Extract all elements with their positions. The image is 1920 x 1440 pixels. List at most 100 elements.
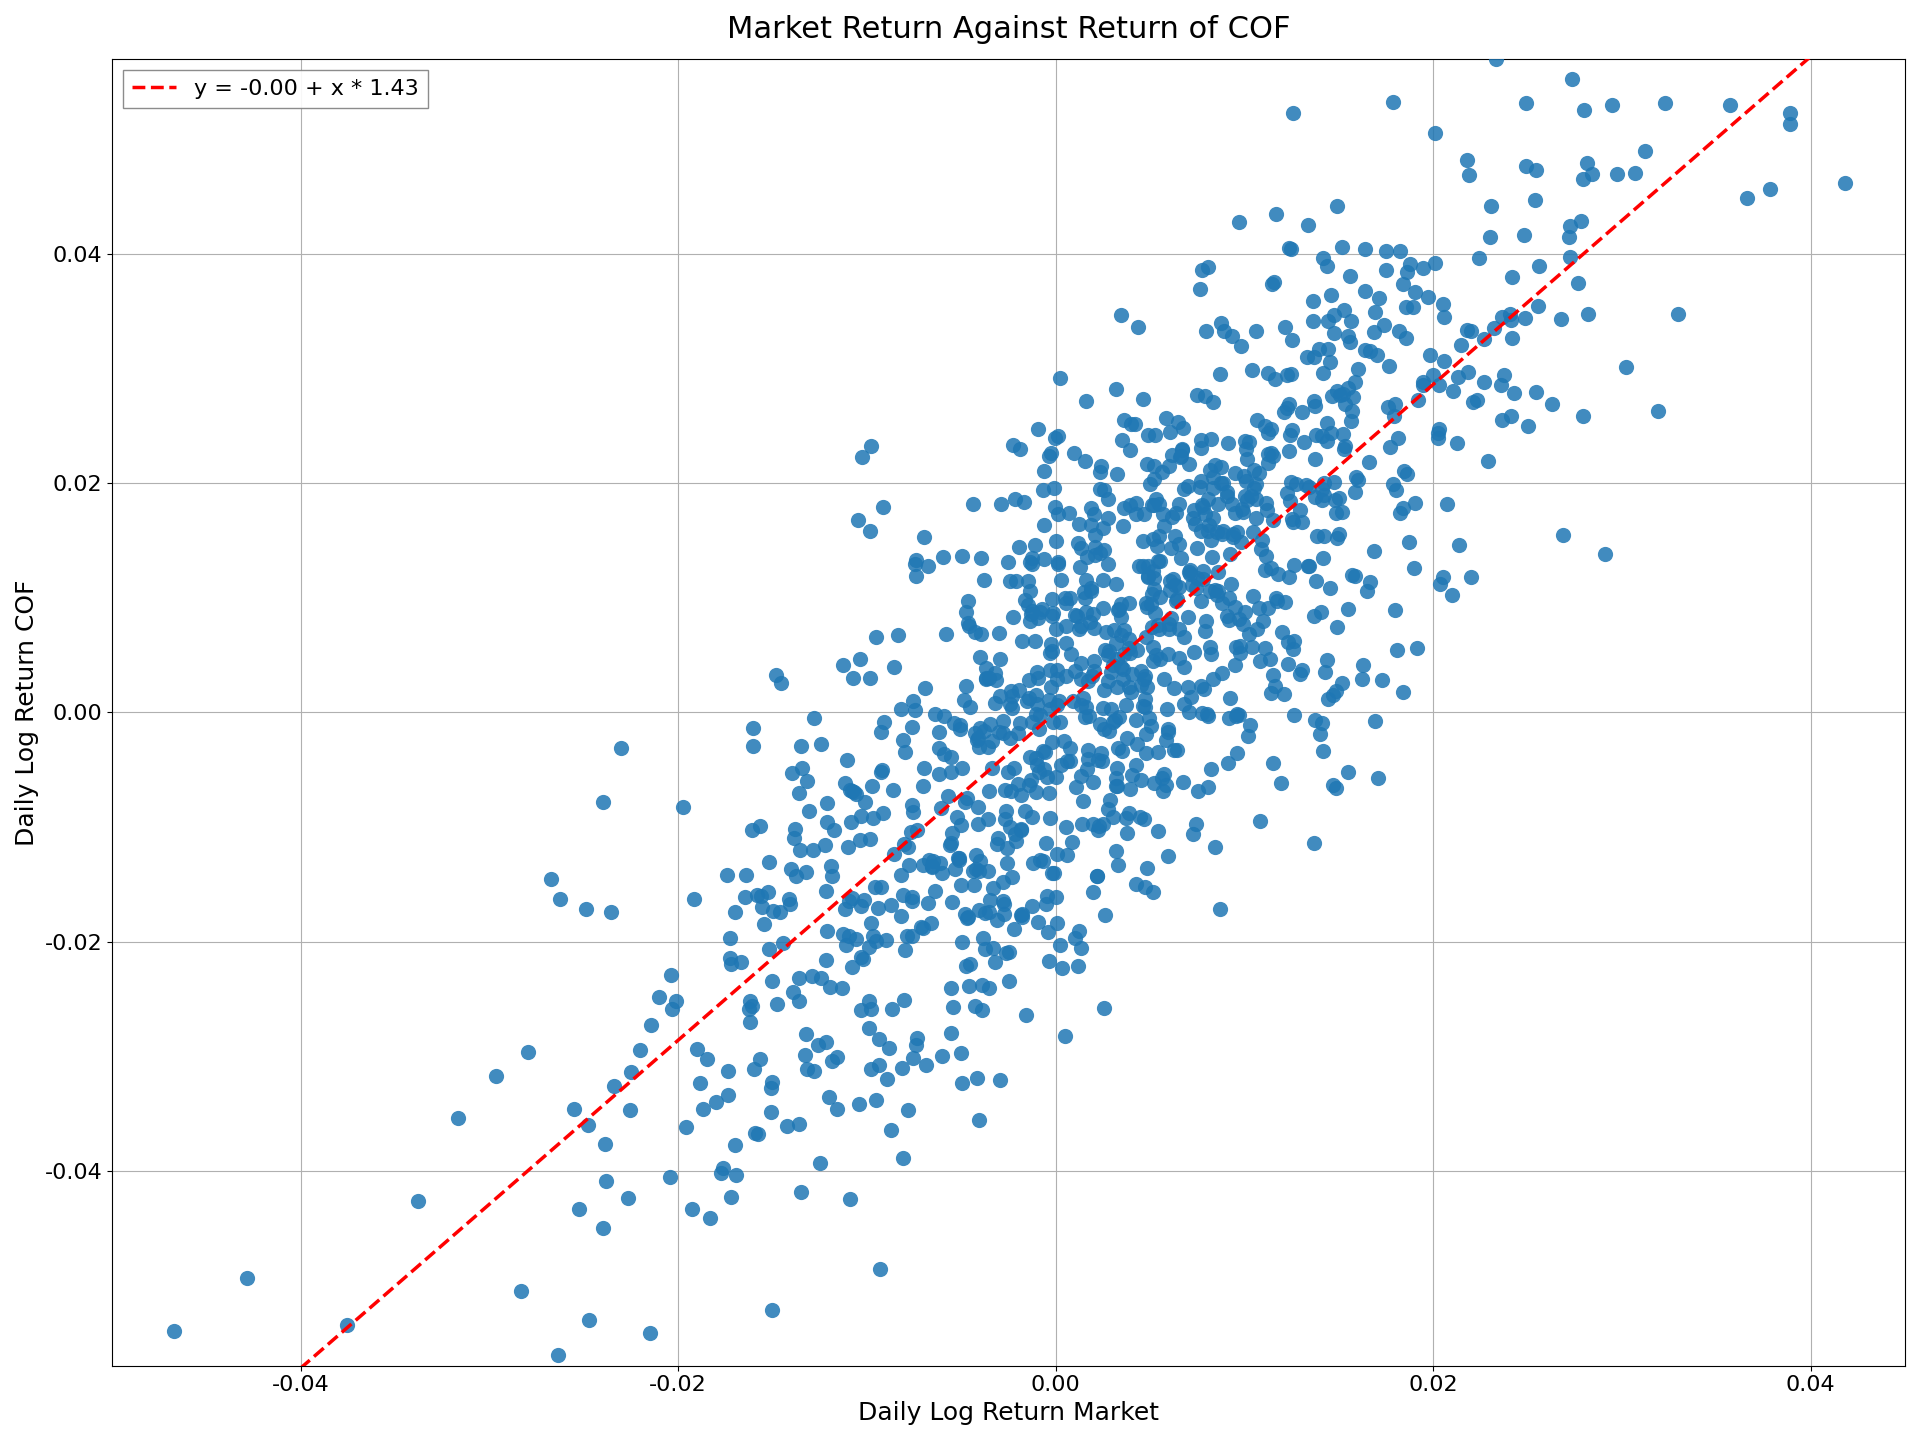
Point xyxy=(1129,503,1160,526)
Point xyxy=(1014,687,1044,710)
Point xyxy=(472,1436,503,1440)
Point xyxy=(1190,703,1221,726)
Point xyxy=(987,870,1018,893)
Point xyxy=(1187,701,1217,724)
Point xyxy=(1181,383,1212,406)
Point xyxy=(1175,563,1206,586)
Point xyxy=(868,801,899,824)
Point xyxy=(864,1257,895,1280)
Point xyxy=(739,1057,770,1080)
Point xyxy=(902,1027,933,1050)
Point xyxy=(968,720,998,743)
Point xyxy=(1033,688,1064,711)
Point xyxy=(1133,596,1164,619)
Point xyxy=(1423,418,1453,441)
Point xyxy=(1334,331,1365,354)
Point xyxy=(1131,592,1162,615)
Point xyxy=(1075,579,1106,602)
Point xyxy=(981,832,1012,855)
Point xyxy=(828,654,858,677)
Point xyxy=(755,851,785,874)
Point xyxy=(1392,261,1423,284)
Point xyxy=(1327,423,1357,446)
Point xyxy=(1041,668,1071,691)
Point xyxy=(1325,523,1356,546)
Point xyxy=(1066,615,1096,638)
Point xyxy=(1300,708,1331,732)
Point xyxy=(1154,618,1185,641)
Title: Market Return Against Return of COF: Market Return Against Return of COF xyxy=(728,14,1290,45)
Point xyxy=(588,791,618,814)
Point xyxy=(720,900,751,923)
Point xyxy=(1252,498,1283,521)
Point xyxy=(877,779,908,802)
Point xyxy=(829,772,860,795)
Point xyxy=(1388,459,1419,482)
Point xyxy=(833,835,864,858)
Point xyxy=(1590,543,1620,566)
Point xyxy=(1062,531,1092,554)
Point xyxy=(804,1152,835,1175)
Point xyxy=(1041,842,1071,865)
Point xyxy=(791,860,822,883)
Point xyxy=(1087,696,1117,719)
Point xyxy=(574,1309,605,1332)
Point xyxy=(1037,730,1068,753)
Point xyxy=(1308,478,1338,501)
Point xyxy=(1236,636,1267,660)
Point xyxy=(1039,495,1069,518)
Point xyxy=(996,680,1027,703)
Point xyxy=(1286,511,1317,534)
Point xyxy=(1154,612,1185,635)
Point xyxy=(1021,693,1052,716)
Point xyxy=(1092,644,1123,667)
Point xyxy=(1198,390,1229,413)
Point xyxy=(1190,609,1221,632)
Point xyxy=(1121,491,1152,514)
Point xyxy=(1498,382,1528,405)
Point xyxy=(1140,644,1171,667)
Point xyxy=(1142,740,1173,763)
Point xyxy=(1340,372,1371,395)
Point xyxy=(1306,711,1336,734)
Point xyxy=(924,851,954,874)
Point xyxy=(952,786,983,809)
Point xyxy=(964,860,995,883)
Point xyxy=(1129,688,1160,711)
Point xyxy=(1012,570,1043,593)
Point xyxy=(749,913,780,936)
Point xyxy=(1033,445,1064,468)
Point xyxy=(1048,586,1079,609)
Point xyxy=(1102,647,1133,670)
Point xyxy=(1044,710,1075,733)
Point xyxy=(1319,469,1350,492)
Point xyxy=(1221,704,1252,727)
Point xyxy=(1089,678,1119,701)
Point xyxy=(1106,624,1137,647)
Point xyxy=(964,1109,995,1132)
Point xyxy=(1513,415,1544,438)
Point xyxy=(1194,579,1225,602)
Point xyxy=(1308,547,1338,570)
Point xyxy=(1392,295,1423,318)
Point xyxy=(1140,423,1171,446)
Point xyxy=(835,1188,866,1211)
Point xyxy=(1227,612,1258,635)
Point xyxy=(847,948,877,971)
Point xyxy=(1050,815,1081,838)
Point xyxy=(1167,770,1198,793)
Point xyxy=(1002,678,1033,701)
Point xyxy=(599,1074,630,1097)
Point xyxy=(812,920,843,943)
Point xyxy=(1164,492,1194,516)
Point xyxy=(797,965,828,988)
Point xyxy=(1066,693,1096,716)
Point xyxy=(1110,694,1140,717)
Point xyxy=(1108,618,1139,641)
Point xyxy=(858,924,889,948)
Point xyxy=(1175,559,1206,582)
Point xyxy=(866,721,897,744)
Point xyxy=(995,779,1025,802)
Point xyxy=(1229,465,1260,488)
Point xyxy=(1020,780,1050,804)
